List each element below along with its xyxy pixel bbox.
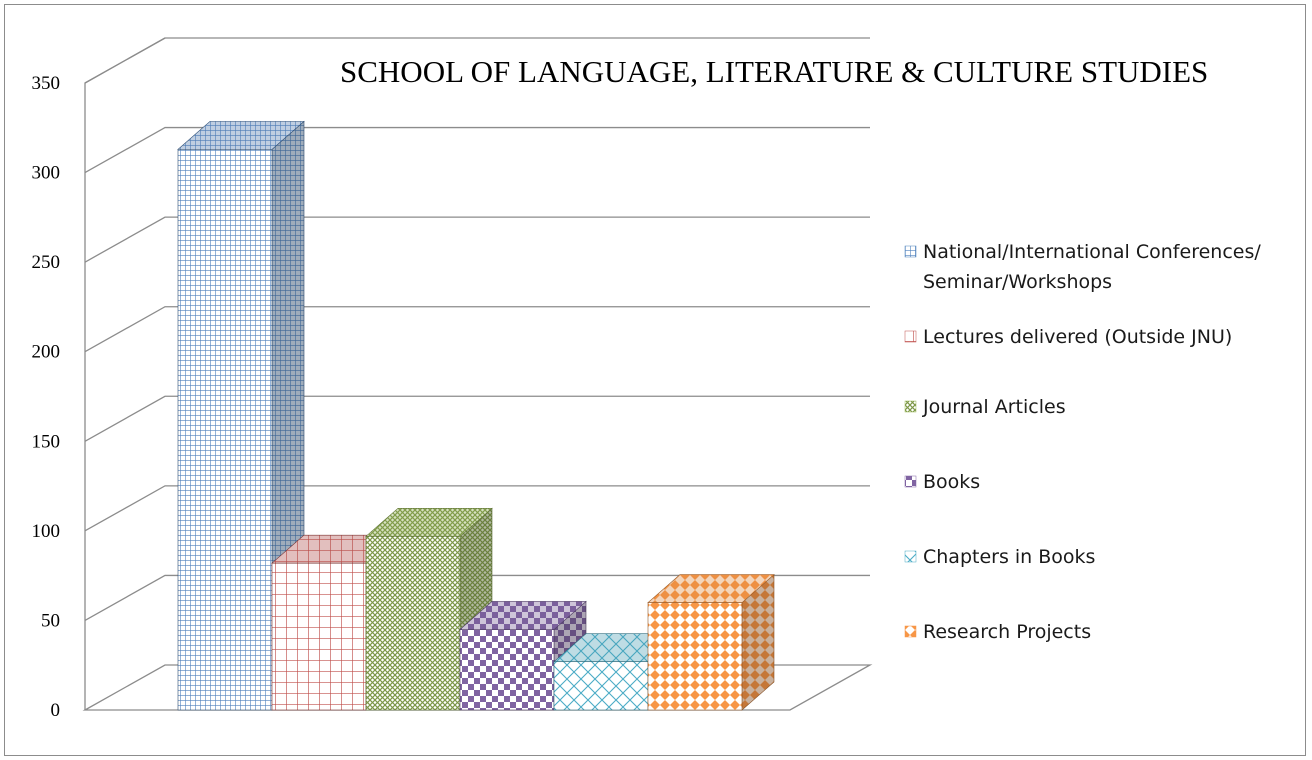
gridline (84, 126, 870, 174)
legend-label: Research Projects (923, 621, 1091, 643)
gridline (84, 485, 870, 532)
legend-label: Lectures delivered (Outside JNU) (923, 326, 1232, 348)
legend-label: Books (923, 471, 980, 493)
legend-item: Chapters in Books (904, 546, 1095, 568)
bar-front (459, 629, 555, 711)
legend-swatch (904, 625, 917, 638)
gridlines (84, 37, 870, 621)
y-axis-ticks: 0 50 100 150 200 250 300 350 (32, 73, 61, 721)
legend-swatch (904, 245, 917, 258)
y-tick-label: 150 (32, 431, 61, 452)
gridline (84, 216, 870, 263)
y-tick-label: 200 (32, 342, 61, 363)
legend-swatch (904, 330, 917, 343)
y-tick-label: 250 (32, 252, 61, 273)
legend-label: Chapters in Books (923, 546, 1095, 568)
bar-front (553, 661, 649, 711)
legend-item: Research Projects (904, 621, 1091, 643)
legend-item: Books (904, 471, 980, 493)
bar-front (647, 602, 743, 711)
gridline (84, 395, 870, 442)
y-tick-label: 300 (32, 163, 61, 184)
y-tick-label: 0 (51, 700, 61, 721)
y-tick-label: 50 (41, 610, 60, 631)
chart-frame (4, 4, 1306, 756)
y-tick-label: 350 (32, 73, 61, 94)
chart-title: SCHOOL OF LANGUAGE, LITERATURE & CULTURE… (340, 54, 1208, 89)
gridline (84, 574, 870, 621)
legend: National/International Conferences/Semin… (904, 241, 1261, 643)
legend-label: National/International Conferences/Semin… (923, 241, 1261, 293)
legend-swatch (904, 550, 917, 563)
y-tick-label: 100 (32, 521, 61, 542)
legend-swatch (904, 400, 917, 413)
gridline (84, 306, 870, 353)
legend-item: Journal Articles (904, 396, 1066, 418)
bar-front (271, 562, 367, 711)
side-wall (84, 37, 166, 710)
gridline (84, 37, 870, 84)
bars (177, 120, 775, 711)
legend-item: National/International Conferences/Semin… (904, 241, 1261, 293)
bar-front (365, 536, 461, 711)
legend-item: Lectures delivered (Outside JNU) (904, 326, 1232, 348)
bar-6 (647, 573, 775, 711)
legend-label: Journal Articles (922, 396, 1066, 418)
legend-swatch (904, 475, 917, 488)
bar-front (177, 149, 273, 711)
